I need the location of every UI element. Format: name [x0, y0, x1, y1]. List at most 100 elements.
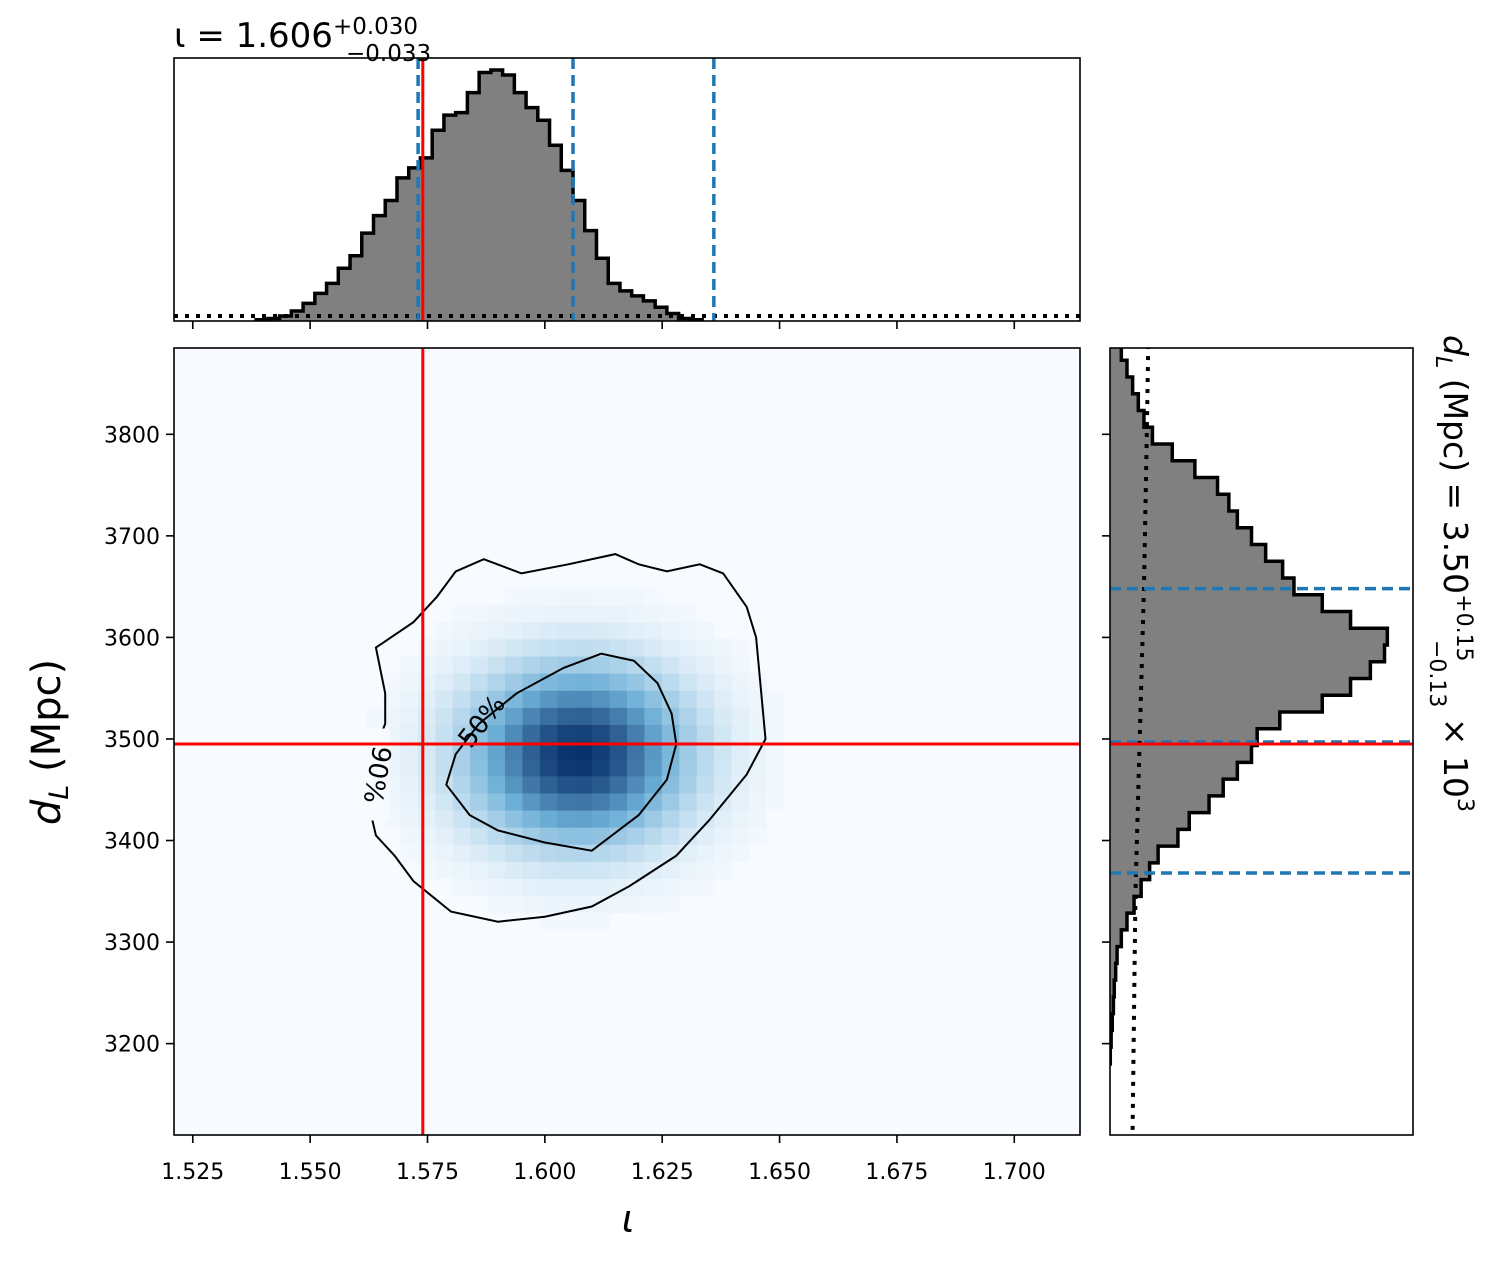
heatmap-cell	[557, 775, 576, 794]
heatmap-cell	[557, 895, 576, 914]
heatmap-cell	[696, 690, 715, 708]
heatmap-cell	[452, 758, 471, 777]
heatmap-cell	[696, 741, 715, 760]
heatmap-cell	[661, 878, 680, 897]
iota-marginal-panel: ι = 1.606+0.030 −0.033	[173, 14, 1081, 329]
heatmap-cell	[522, 844, 541, 862]
iota-hist-outline	[254, 68, 704, 322]
heatmap-cell	[696, 827, 715, 845]
heatmap-cell	[383, 690, 402, 708]
dl-hist-bar	[1110, 628, 1388, 646]
heatmap-cell	[557, 604, 576, 623]
heatmap-cell	[661, 673, 680, 691]
heatmap-cell	[609, 655, 628, 674]
heatmap-cell	[487, 707, 506, 725]
dl-hist-bar	[1110, 460, 1195, 478]
heatmap-cell	[627, 827, 646, 845]
heatmap-cell	[609, 792, 628, 811]
heatmap-cell	[574, 673, 593, 691]
heatmap-cell	[731, 690, 750, 708]
heatmap-cell	[470, 621, 489, 640]
heatmap-cell	[627, 673, 646, 691]
heatmap-cell	[661, 638, 680, 657]
heatmap-cell	[679, 673, 698, 691]
heatmap-cell	[539, 878, 558, 897]
heatmap-cell	[487, 878, 506, 897]
dl-hist-bar	[1110, 293, 1113, 310]
heatmap-cell	[505, 895, 524, 914]
iota-hist-bar	[526, 107, 539, 322]
heatmap-cell	[435, 758, 454, 777]
heatmap-cell	[696, 861, 715, 879]
dl-hist-bar	[1110, 494, 1229, 512]
heatmap-cell	[627, 638, 646, 657]
heatmap-cell	[627, 621, 646, 640]
heatmap-cell	[592, 809, 611, 828]
iota-hist-bar	[373, 215, 386, 321]
heatmap-cell	[627, 724, 646, 743]
heatmap-cell	[557, 707, 576, 725]
heatmap-cell	[609, 895, 628, 914]
heatmap-cell	[470, 690, 489, 708]
heatmap-cell	[679, 741, 698, 760]
heatmap-cell	[661, 792, 680, 811]
heatmap-cell	[435, 690, 454, 708]
dl-marginal-ticks	[1102, 433, 1110, 1045]
heatmap-cell	[539, 587, 558, 606]
heatmap-cell	[627, 690, 646, 708]
heatmap-cell	[522, 775, 541, 794]
heatmap-cell	[539, 775, 558, 794]
iota-hist-bar	[537, 120, 550, 321]
heatmap-cell	[592, 655, 611, 674]
heatmap-cell	[714, 673, 733, 691]
dl-hist-bar	[1110, 594, 1323, 612]
heatmap-cell	[505, 707, 524, 725]
heatmap-cell	[731, 758, 750, 777]
heatmap-cell	[748, 775, 767, 794]
heatmap-cell	[679, 809, 698, 828]
heatmap-cell	[539, 638, 558, 657]
heatmap-cell	[679, 690, 698, 708]
heatmap-cell	[696, 775, 715, 794]
heatmap-cell	[400, 844, 419, 862]
heatmap-cell	[417, 844, 436, 862]
heatmap-cell	[505, 758, 524, 777]
dl-hist-bar	[1110, 327, 1118, 344]
heatmap-cell	[470, 861, 489, 879]
heatmap-cell	[644, 621, 663, 640]
heatmap-cell	[679, 827, 698, 845]
heatmap-cell	[679, 604, 698, 623]
heatmap-cell	[574, 741, 593, 760]
heatmap-cell	[627, 707, 646, 725]
heatmap-cell	[766, 707, 785, 725]
dl-hist-bar	[1110, 879, 1142, 897]
heatmap-cell	[452, 673, 471, 691]
heatmap-cell	[383, 673, 402, 691]
heatmap-cell	[574, 724, 593, 743]
heatmap-cell	[766, 724, 785, 743]
heatmap-cell	[592, 638, 611, 657]
heatmap-cell	[592, 861, 611, 879]
heatmap-cell	[522, 741, 541, 760]
heatmap-cell	[417, 638, 436, 657]
heatmap-cell	[679, 861, 698, 879]
heatmap-cell	[574, 621, 593, 640]
dl-hist-bar	[1110, 527, 1252, 545]
heatmap-cell	[539, 895, 558, 914]
dl-histogram	[1110, 276, 1390, 1066]
heatmap-cell	[714, 707, 733, 725]
iota-hist-bar	[432, 130, 445, 321]
x-tick-label: 1.525	[161, 1160, 224, 1185]
heatmap-cell	[592, 724, 611, 743]
heatmap-cell	[557, 724, 576, 743]
dl-hist-bar	[1110, 795, 1210, 813]
dl-hist-bar	[1110, 276, 1111, 293]
heatmap-cell	[400, 809, 419, 828]
heatmap-cell	[679, 792, 698, 811]
heatmap-cell	[714, 775, 733, 794]
iota-hist-bar	[549, 145, 562, 321]
heatmap-cell	[696, 792, 715, 811]
heatmap-cell	[452, 878, 471, 897]
heatmap-cell	[696, 758, 715, 777]
heatmap-cell	[731, 792, 750, 811]
